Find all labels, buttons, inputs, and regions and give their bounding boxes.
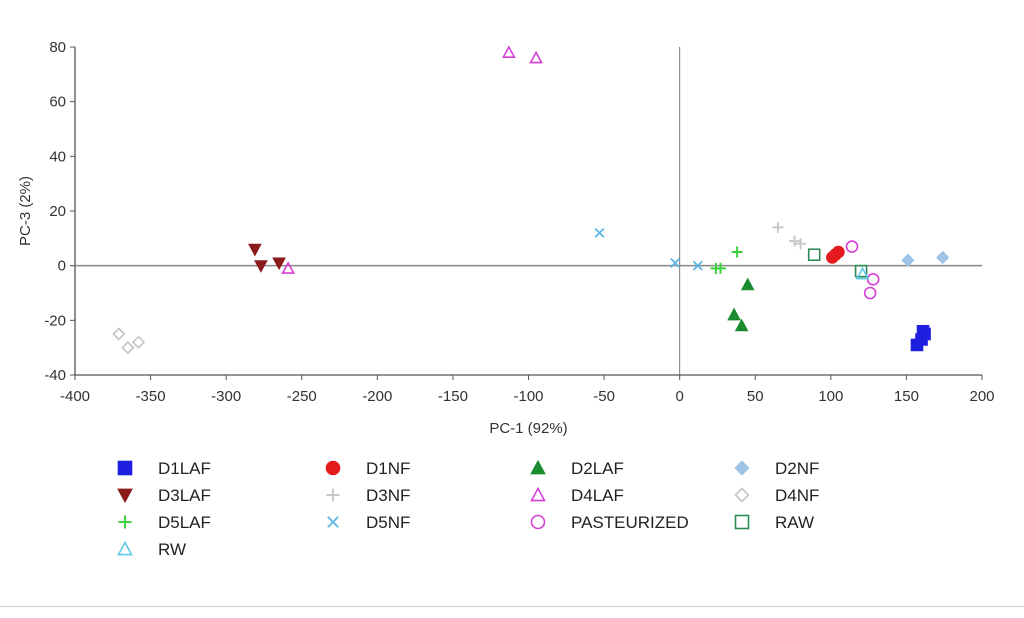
x-tick-label: 150 [894,388,919,405]
x-tick-label: -200 [362,388,392,405]
legend-label: D5NF [366,513,410,532]
legend-marker-d2nf [734,460,750,476]
legend-marker-d3laf [117,488,133,504]
legend-item-d1laf: D1LAF [117,459,211,478]
legend-marker-d2laf [530,459,546,475]
legend: D1LAF D1NF D2LAF D2NF D3LAF D3NF D4LAF D4NF D5LA… [117,459,819,559]
x-tick-label: -400 [60,388,90,405]
legend-item-d2laf: D2LAF [530,459,624,478]
point-d1laf [916,324,930,338]
y-tick-label: 60 [49,94,66,111]
y-tick-label: -20 [44,312,66,329]
x-tick-label: -100 [513,388,543,405]
x-axis-title: PC-1 (92%) [489,420,567,437]
legend-item-raw: RAW [734,513,814,532]
point-rw [855,266,870,280]
point-d4laf [281,261,295,274]
point-d3nf [789,235,801,247]
x-tick-label: -350 [136,388,166,405]
legend-item-rw: RW [117,540,186,559]
bottom-divider [0,606,1024,607]
point-d4nf [131,335,146,349]
axes [70,46,983,380]
legend-item-d3nf: D3NF [326,486,410,505]
legend-label: D5LAF [158,513,211,532]
legend-marker-d5laf [118,515,132,529]
legend-marker-d1laf [117,460,133,476]
x-tick-label: 100 [818,388,843,405]
point-d5laf [731,246,743,258]
x-tick-label: -150 [438,388,468,405]
legend-marker-d3nf [326,488,340,502]
legend-item-d3laf: D3LAF [117,486,211,505]
legend-marker-d4laf [530,486,546,502]
legend-label: D4NF [775,486,819,505]
legend-label: D2NF [775,459,819,478]
point-d3laf [272,257,286,271]
legend-label: RW [158,540,186,559]
y-tick-label: 20 [49,203,66,220]
legend-label: D2LAF [571,459,624,478]
point-d4nf [121,341,135,355]
point-d2laf [740,277,755,291]
point-d3nf [772,221,784,233]
legend-item-d2nf: D2NF [734,459,819,478]
y-tick-label: 0 [58,258,66,275]
point-d4laf [502,45,516,58]
point-d4nf [112,327,126,341]
point-d2nf [936,250,950,265]
x-tick-label: 50 [747,388,764,405]
point-pasteurized [845,240,859,253]
point-d5nf [692,260,703,271]
legend-marker-d1nf [325,460,341,476]
point-raw [854,264,868,278]
point-d5nf [670,257,681,268]
legend-item-pasteurized: PASTEURIZED [530,513,689,532]
legend-label: D3LAF [158,486,211,505]
point-d4laf [529,50,543,64]
point-d5laf [714,262,726,274]
legend-marker-d4nf [734,487,750,503]
point-d2laf [734,318,749,332]
point-d2nf [901,253,915,267]
legend-item-d4nf: D4NF [734,486,819,505]
data-points [112,45,950,355]
y-tick-label: 40 [49,148,66,165]
point-d3laf [254,260,268,273]
point-raw [807,248,821,262]
point-d2laf [727,307,741,321]
legend-marker-rw [117,540,133,556]
x-tick-label: 0 [675,388,683,405]
legend-item-d4laf: D4LAF [530,486,624,505]
point-d1nf [832,245,845,259]
legend-marker-d5nf [327,516,339,528]
legend-item-d5laf: D5LAF [118,513,211,532]
legend-marker-pasteurized [530,514,546,530]
point-d5nf [594,227,605,238]
y-axis-title: PC-3 (2%) [17,176,34,246]
legend-label: RAW [775,513,814,532]
point-d3laf [248,243,262,257]
x-tick-label: 200 [969,388,994,405]
legend-label: PASTEURIZED [571,513,689,532]
y-tick-label: -40 [44,367,66,384]
x-tick-label: -300 [211,388,241,405]
legend-item-d1nf: D1NF [325,459,410,478]
x-tick-label: -250 [287,388,317,405]
y-tick-label: 80 [49,39,66,56]
x-tick-label: -50 [593,388,615,405]
point-pasteurized [863,286,877,300]
legend-label: D4LAF [571,486,624,505]
point-d3nf [795,238,807,250]
legend-label: D1NF [366,459,410,478]
legend-item-d5nf: D5NF [327,513,410,532]
legend-marker-raw [734,514,750,530]
tick-labels: -400 -350 -300 -250 -200 -150 -100 -50 0 50 100 150… [44,39,994,405]
legend-label: D1LAF [158,459,211,478]
legend-label: D3NF [366,486,410,505]
